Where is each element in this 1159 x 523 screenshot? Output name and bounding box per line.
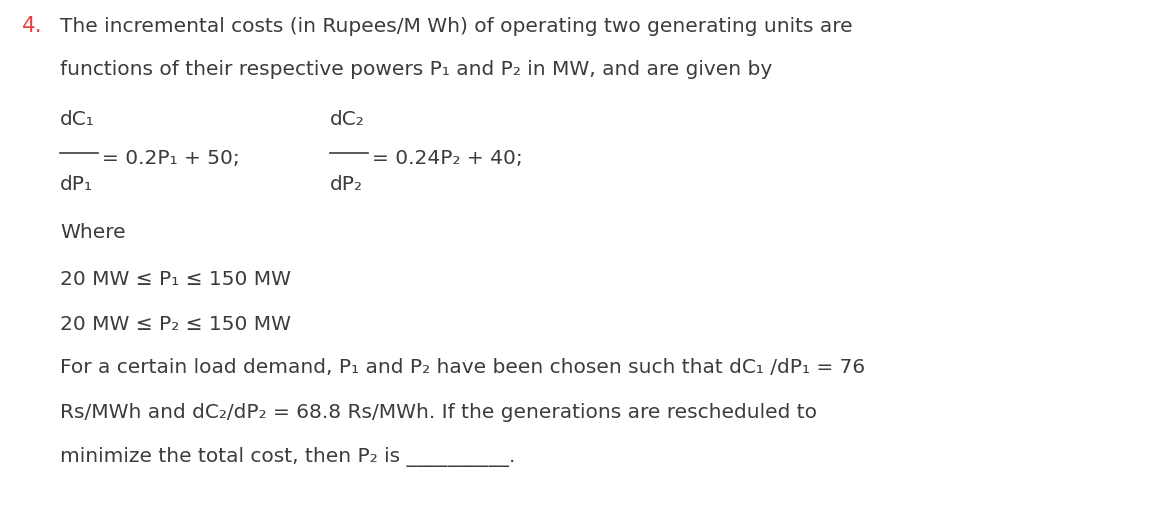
Text: For a certain load demand, P₁ and P₂ have been chosen such that dC₁ /dP₁ = 76: For a certain load demand, P₁ and P₂ hav… <box>60 358 865 377</box>
Text: functions of their respective powers P₁ and P₂ in MW, and are given by: functions of their respective powers P₁ … <box>60 60 772 79</box>
Text: 20 MW ≤ P₁ ≤ 150 MW: 20 MW ≤ P₁ ≤ 150 MW <box>60 270 291 289</box>
Text: dC₂: dC₂ <box>330 110 365 129</box>
Text: 20 MW ≤ P₂ ≤ 150 MW: 20 MW ≤ P₂ ≤ 150 MW <box>60 315 291 334</box>
Text: minimize the total cost, then P₂ is __________.: minimize the total cost, then P₂ is ____… <box>60 447 516 467</box>
Text: = 0.2P₁ + 50;: = 0.2P₁ + 50; <box>102 149 240 167</box>
Text: = 0.24P₂ + 40;: = 0.24P₂ + 40; <box>372 149 523 167</box>
Text: dC₁: dC₁ <box>60 110 95 129</box>
Text: dP₂: dP₂ <box>330 175 363 194</box>
Text: 4.: 4. <box>22 16 43 36</box>
Text: dP₁: dP₁ <box>60 175 93 194</box>
Text: Where: Where <box>60 223 125 242</box>
Text: The incremental costs (in Rupees/M Wh) of operating two generating units are: The incremental costs (in Rupees/M Wh) o… <box>60 17 853 36</box>
Text: Rs/MWh and dC₂/dP₂ = 68.8 Rs/MWh. If the generations are rescheduled to: Rs/MWh and dC₂/dP₂ = 68.8 Rs/MWh. If the… <box>60 403 817 422</box>
